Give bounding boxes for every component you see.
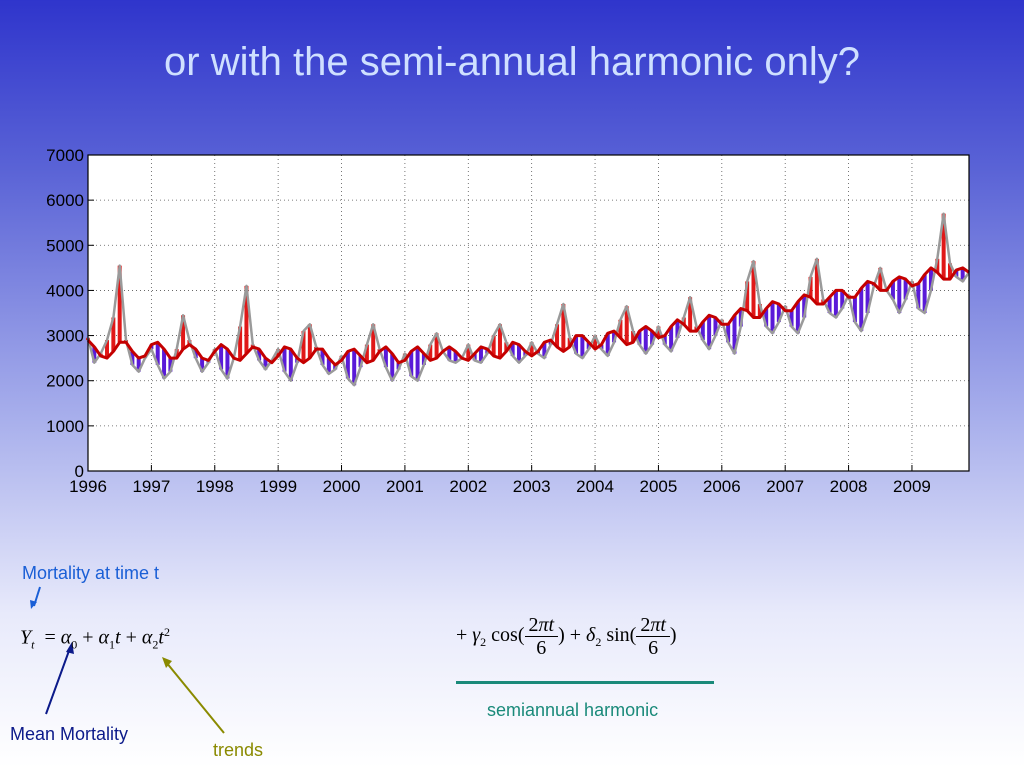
x-tick-label: 2008	[830, 477, 868, 496]
semiannual-harmonic-label: semiannual harmonic	[487, 700, 659, 720]
observed-line	[86, 212, 971, 387]
y-tick-labels: 0 1000 2000 3000 4000 5000 6000 7000	[46, 146, 84, 481]
fit-line	[86, 266, 970, 367]
slide-title: or with the semi-annual harmonic only?	[164, 40, 860, 84]
series-lines	[86, 212, 971, 387]
x-tick-labels: 1996 1997 1998 1999 2000 2001 2002 2003 2004 2005…	[69, 477, 931, 496]
trends-arrow	[165, 661, 225, 734]
mean-arrow-head	[66, 642, 74, 654]
x-tick-label: 2000	[323, 477, 361, 496]
y-tick-label: 4000	[46, 281, 84, 300]
mortality-arrow-head	[30, 600, 37, 609]
harmonic-equation: + γ2 cos(2πt 6) + δ2 sin(2πt 6)	[456, 614, 677, 659]
y-tick-label: 6000	[46, 191, 84, 210]
x-tick-label: 2007	[766, 477, 804, 496]
x-tick-label: 1996	[69, 477, 107, 496]
trends-arrow-head	[162, 657, 172, 668]
plot-background	[87, 154, 970, 472]
x-tick-label: 2004	[576, 477, 614, 496]
trend-equation: Yt = α0 + α1t + α2t2	[20, 625, 170, 652]
semiannual-underline	[456, 681, 714, 684]
y-tick-label: 5000	[46, 236, 84, 255]
plot-frame	[87, 154, 970, 472]
x-tick-label: 2006	[703, 477, 741, 496]
x-tick-label: 2001	[386, 477, 424, 496]
y-tick-label: 3000	[46, 327, 84, 346]
x-tick-label: 1999	[259, 477, 297, 496]
x-tick-label: 1998	[196, 477, 234, 496]
trends-label: trends	[213, 740, 264, 760]
mean-arrow	[45, 647, 71, 715]
x-tick-label: 2009	[893, 477, 931, 496]
y-tick-label: 2000	[46, 372, 84, 391]
x-tick-label: 1997	[132, 477, 170, 496]
y-tick-label: 7000	[46, 146, 84, 165]
mean-mortality-label: Mean Mortality	[10, 724, 129, 744]
x-tick-label: 2002	[449, 477, 487, 496]
x-tick-label: 2005	[640, 477, 678, 496]
mortality-at-time-label: Mortality at time t	[22, 563, 160, 583]
y-tick-label: 1000	[46, 417, 84, 436]
y-tick-label: 0	[75, 462, 84, 481]
x-tick-label: 2003	[513, 477, 551, 496]
grid-lines	[87, 154, 969, 472]
